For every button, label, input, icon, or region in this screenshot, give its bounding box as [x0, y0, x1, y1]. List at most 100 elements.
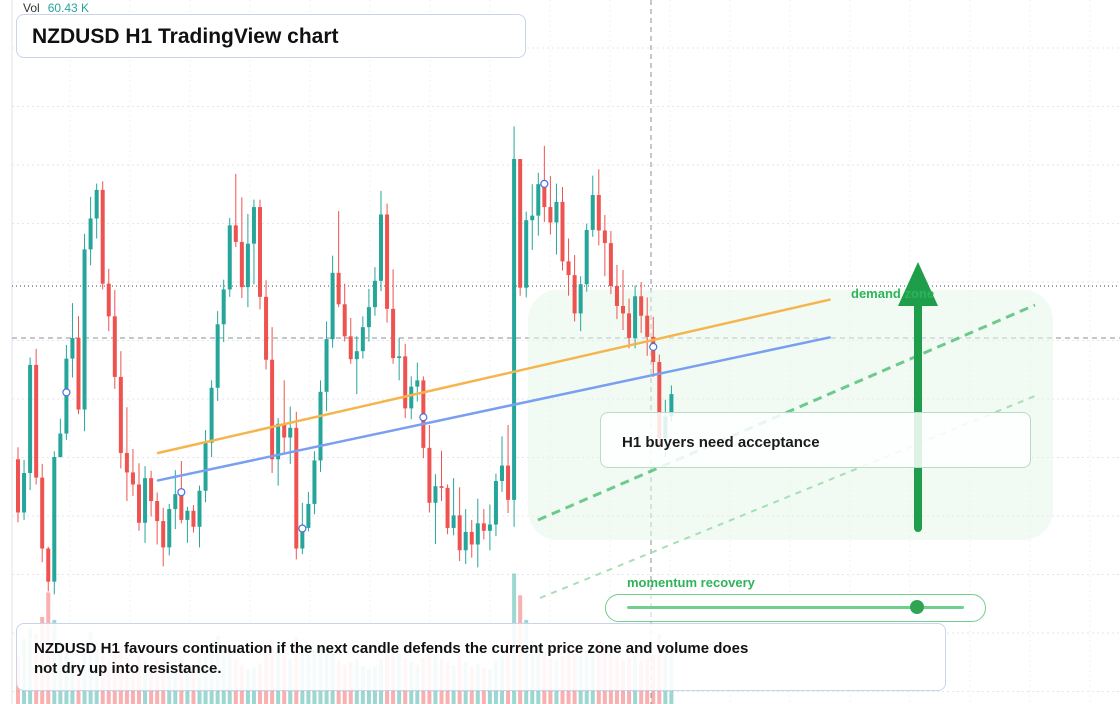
- up-arrow-head: [898, 262, 938, 306]
- event-marker: [62, 388, 71, 397]
- candle-body: [215, 324, 220, 388]
- candle-body: [500, 465, 504, 482]
- candle-body: [554, 201, 559, 223]
- candle-body: [403, 356, 408, 409]
- chart-title: NZDUSD H1 TradingView chart: [32, 25, 339, 48]
- candle-body: [52, 457, 57, 582]
- candle-body: [137, 484, 141, 523]
- candle-body: [94, 189, 99, 219]
- event-marker: [298, 524, 307, 533]
- candle-body: [70, 338, 75, 359]
- candle-body: [475, 523, 480, 545]
- candle-body: [306, 503, 311, 528]
- candle-body: [239, 241, 244, 288]
- candle-body: [542, 184, 547, 208]
- candle-body: [481, 523, 486, 531]
- title-card: NZDUSD H1 TradingView chart: [16, 14, 526, 58]
- candle-body: [251, 207, 256, 244]
- candle-body: [530, 215, 535, 221]
- candle-body: [372, 280, 377, 308]
- candle-body: [324, 339, 329, 392]
- candle-body: [40, 477, 45, 549]
- candle-body: [518, 158, 523, 288]
- candle-body: [669, 394, 674, 417]
- candle-body: [560, 201, 565, 262]
- candle-body: [366, 307, 371, 328]
- candle-body: [82, 249, 87, 410]
- candle-body: [397, 356, 402, 359]
- candle-body: [203, 442, 208, 491]
- candle-body: [657, 362, 662, 439]
- candle-body: [179, 494, 184, 520]
- candle-body: [439, 486, 444, 488]
- candle-body: [276, 423, 281, 460]
- candle-body: [621, 305, 625, 314]
- candle-body: [233, 225, 238, 242]
- trendline: [156, 336, 831, 482]
- trendline: [156, 298, 831, 455]
- candle-body: [524, 220, 529, 288]
- footer-card: NZDUSD H1 favours continuation if the ne…: [16, 623, 946, 691]
- candle-body: [288, 427, 293, 438]
- candle-body: [409, 386, 414, 409]
- candle-body: [608, 243, 613, 286]
- candle-body: [34, 364, 39, 478]
- candles: [16, 126, 674, 595]
- candle-body: [185, 510, 190, 520]
- momentum-label: momentum recovery: [627, 575, 755, 590]
- candle-body: [385, 214, 390, 309]
- candle-body: [584, 229, 589, 285]
- candle-body: [596, 195, 601, 231]
- candle-body: [354, 351, 359, 360]
- momentum-slider[interactable]: [605, 594, 986, 622]
- candle-body: [221, 289, 226, 325]
- candle-body: [360, 327, 365, 352]
- event-marker: [540, 179, 549, 188]
- candle-body: [445, 487, 450, 528]
- candle-body: [348, 336, 353, 360]
- candle-body: [312, 460, 317, 504]
- candle-body: [245, 243, 250, 288]
- candle-body: [209, 387, 214, 443]
- event-marker: [177, 488, 186, 497]
- candle-body: [294, 427, 299, 549]
- event-marker: [419, 413, 428, 422]
- candle-body: [300, 527, 305, 549]
- candle-body: [639, 296, 644, 316]
- candle-body: [118, 376, 123, 453]
- candle-body: [463, 531, 468, 551]
- candle-body: [487, 524, 492, 531]
- candle-body: [258, 207, 262, 297]
- candle-body: [572, 275, 577, 314]
- candle-body: [614, 285, 619, 306]
- footer-text: NZDUSD H1 favours continuation if the ne…: [34, 640, 749, 677]
- momentum-slider-knob[interactable]: [909, 600, 924, 614]
- demand-zone-label: demand zone: [851, 286, 935, 301]
- candle-body: [451, 515, 456, 528]
- candle-body: [391, 308, 396, 359]
- candle-body: [106, 283, 111, 317]
- candle-body: [379, 214, 383, 281]
- candle-body: [100, 189, 105, 284]
- candle-body: [22, 473, 27, 513]
- candle-body: [58, 433, 63, 457]
- candle-body: [197, 490, 202, 527]
- note-text: H1 buyers need acceptance: [622, 434, 820, 451]
- candle-body: [28, 364, 33, 474]
- candle-body: [627, 313, 632, 339]
- candle-body: [112, 316, 117, 377]
- candle-body: [143, 478, 148, 523]
- candle-body: [427, 447, 432, 503]
- candle-body: [161, 521, 166, 548]
- candle-body: [88, 218, 93, 250]
- event-marker: [649, 342, 658, 351]
- candle-body: [548, 207, 553, 223]
- candle-body: [264, 296, 269, 360]
- candle-body: [46, 548, 51, 582]
- candle-body: [578, 284, 583, 314]
- candle-body: [415, 380, 420, 387]
- volume-legend: Vol 60.43 K: [23, 1, 89, 15]
- candle-body: [318, 391, 323, 461]
- candle-body: [512, 158, 517, 500]
- candle-body: [330, 272, 335, 340]
